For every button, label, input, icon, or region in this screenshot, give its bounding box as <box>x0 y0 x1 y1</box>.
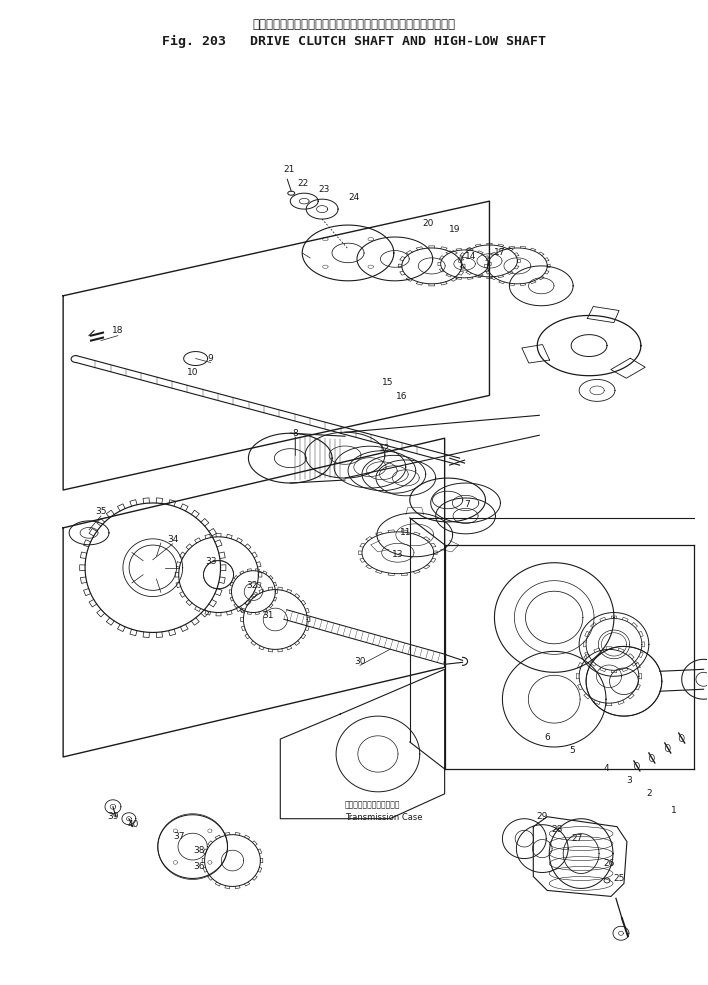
Text: 18: 18 <box>112 326 124 335</box>
Text: 26: 26 <box>603 859 615 868</box>
Text: 4: 4 <box>603 764 609 773</box>
Text: 28: 28 <box>552 825 563 834</box>
Text: 30: 30 <box>354 657 366 666</box>
Text: 3: 3 <box>626 776 632 785</box>
Text: 8: 8 <box>292 428 298 437</box>
Text: 10: 10 <box>187 368 198 377</box>
Text: 14: 14 <box>465 252 476 261</box>
Text: 9: 9 <box>207 354 213 363</box>
Text: 11: 11 <box>400 528 411 538</box>
Text: 37: 37 <box>173 832 185 841</box>
Text: 38: 38 <box>193 846 205 855</box>
Text: ドライブ　クラッチ　シャフト　および　ハイ　ロー　シャフト: ドライブ クラッチ シャフト および ハイ ロー シャフト <box>253 18 455 31</box>
Text: 21: 21 <box>284 164 295 173</box>
Text: 32: 32 <box>246 581 258 590</box>
Text: 22: 22 <box>297 178 309 188</box>
Text: 7: 7 <box>464 500 470 509</box>
Text: 36: 36 <box>193 862 205 871</box>
Text: 25: 25 <box>613 874 624 883</box>
Text: 33: 33 <box>205 558 217 566</box>
Text: 12: 12 <box>379 443 391 453</box>
Text: 23: 23 <box>319 185 330 194</box>
Text: 19: 19 <box>449 225 460 233</box>
Text: 29: 29 <box>537 813 548 821</box>
Text: 2: 2 <box>646 789 651 798</box>
Text: 35: 35 <box>96 507 107 516</box>
Text: 15: 15 <box>382 378 394 387</box>
Text: 34: 34 <box>167 535 178 545</box>
Text: 16: 16 <box>396 392 408 401</box>
Text: 17: 17 <box>493 248 506 257</box>
Text: Transmission Case: Transmission Case <box>345 813 423 821</box>
Text: 40: 40 <box>127 821 139 829</box>
Text: 1: 1 <box>671 807 677 816</box>
Text: 39: 39 <box>107 813 119 821</box>
Text: 13: 13 <box>392 551 404 559</box>
Text: 6: 6 <box>544 733 550 742</box>
Text: 24: 24 <box>348 193 360 202</box>
Text: 31: 31 <box>263 611 274 620</box>
Text: トランスミッションケース: トランスミッションケース <box>345 801 401 810</box>
Text: 5: 5 <box>569 747 575 755</box>
Text: 20: 20 <box>422 219 433 228</box>
Text: 27: 27 <box>571 834 583 843</box>
Text: Fig. 203   DRIVE CLUTCH SHAFT AND HIGH-LOW SHAFT: Fig. 203 DRIVE CLUTCH SHAFT AND HIGH-LOW… <box>162 34 546 48</box>
